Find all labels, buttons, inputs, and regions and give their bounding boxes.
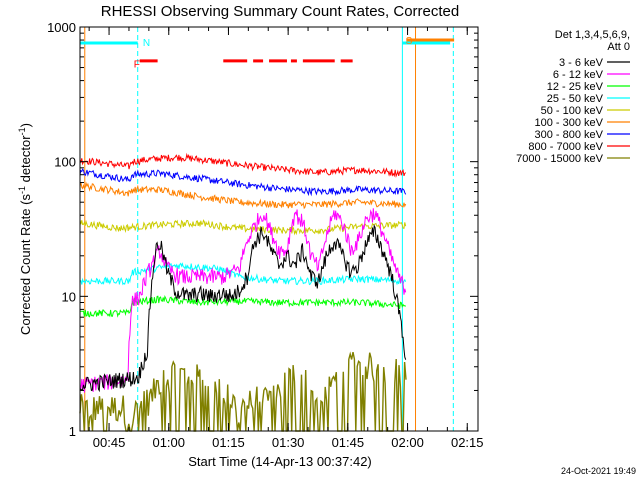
series-line-4: [79, 262, 407, 286]
x-tick-label-6: 02:00: [391, 435, 424, 450]
flag-label-n: N: [143, 38, 150, 49]
y-axis-label-part2: detector: [18, 135, 33, 186]
y-tick-label-1: 1: [69, 424, 76, 439]
x-tick-label-7: 02:15: [451, 435, 484, 450]
chart-title: RHESSI Observing Summary Count Rates, Co…: [101, 3, 459, 20]
y-tick-label-2: 10: [62, 289, 76, 304]
y-tick-label-3: 100: [54, 155, 76, 170]
legend-entry-label-3: 12 - 25 keV: [547, 81, 604, 93]
x-tick-label-1: 00:45: [93, 435, 126, 450]
y-axis-label-sup2: -1: [17, 127, 27, 135]
y-axis-label-part3: ): [18, 123, 33, 127]
legend-entry-label-9: 7000 - 15000 keV: [516, 153, 604, 165]
y-axis-label: Corrected Count Rate (s-1 detector-1): [17, 123, 33, 335]
flag-label-s: S: [406, 36, 413, 47]
x-tick-label-2: 01:00: [152, 435, 185, 450]
legend-entry-label-2: 6 - 12 keV: [553, 69, 604, 81]
generated-timestamp: 24-Oct-2021 19:49: [561, 466, 636, 476]
axis-ticks: 1 10 100 1000 00:45 01:00 01:15 01:30 01:45 02:00…: [47, 20, 483, 450]
x-tick-label-5: 01:45: [332, 435, 365, 450]
series-line-5: [79, 219, 407, 236]
x-tick-label-4: 01:30: [272, 435, 305, 450]
flag-label-f: F: [134, 60, 140, 71]
plot-frame: [79, 26, 479, 432]
series-line-8: [79, 152, 407, 178]
y-axis-label-part1: Corrected Count Rate (s: [18, 194, 33, 335]
legend-entry-label-4: 25 - 50 keV: [547, 93, 604, 105]
series-line-9: [79, 351, 407, 432]
legend-entry-label-6: 100 - 300 keV: [535, 117, 604, 129]
legend-header-line1: Det 1,3,4,5,6,9,: [555, 29, 630, 41]
x-axis-label: Start Time (14-Apr-13 00:37:42): [188, 454, 372, 469]
legend-entry-label-7: 300 - 800 keV: [535, 129, 604, 141]
y-tick-label-4: 1000: [47, 20, 76, 35]
y-axis-label-group: Corrected Count Rate (s-1 detector-1): [17, 123, 33, 335]
series-line-2: [79, 208, 407, 393]
series-line-7: [79, 168, 407, 197]
series-line-3: [79, 294, 407, 318]
legend-entry-label-8: 800 - 7000 keV: [528, 141, 603, 153]
y-axis-label-sup1: -1: [17, 186, 27, 194]
plot-area: NF S: [79, 27, 455, 432]
x-tick-label-3: 01:15: [212, 435, 245, 450]
legend-entry-label-5: 50 - 100 keV: [541, 105, 604, 117]
legend-header-line2: Att 0: [607, 41, 630, 53]
legend-entry-label-1: 3 - 6 keV: [559, 57, 604, 69]
series-line-1: [79, 224, 407, 393]
series-line-6: [79, 181, 407, 210]
